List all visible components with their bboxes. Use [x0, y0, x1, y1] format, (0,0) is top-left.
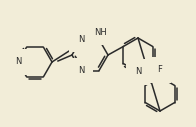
Text: F: F	[158, 66, 162, 75]
Text: N: N	[78, 66, 84, 75]
Text: NH: NH	[95, 28, 107, 37]
Text: N: N	[78, 35, 84, 44]
Text: N: N	[135, 67, 141, 76]
Text: N: N	[15, 58, 21, 67]
